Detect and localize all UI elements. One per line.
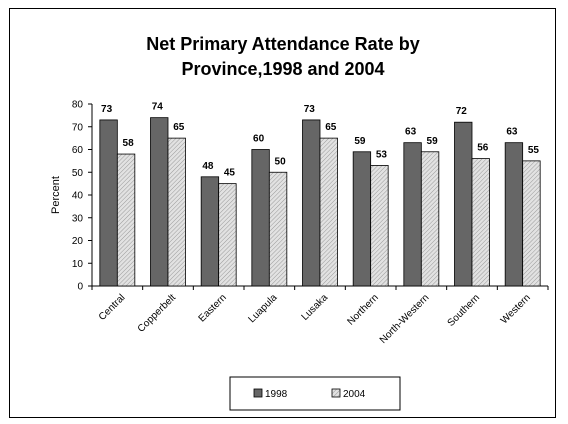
y-tick-label: 30 (72, 213, 84, 224)
category-label-copperbelt: Copperbelt (136, 292, 179, 335)
data-label-2004-southern: 56 (477, 143, 489, 154)
data-label-2004-north-western: 59 (427, 136, 439, 147)
bar-2004-north-western (420, 151, 440, 287)
y-axis-title-group: Percent (50, 176, 62, 214)
category-labels: Central Copperbelt Eastern Luapula Lusaka Nor… (97, 292, 533, 346)
data-label-1998-eastern: 48 (202, 161, 214, 172)
data-label-1998-lusaka: 73 (304, 104, 316, 115)
y-tick-label: 80 (72, 100, 84, 111)
bar-1998-southern (454, 121, 473, 287)
y-tick-label: 50 (72, 168, 84, 179)
bar-2004-lusaka (319, 137, 338, 287)
category-label-lusaka: Lusaka (300, 292, 331, 323)
data-label-2004-copperbelt: 65 (173, 122, 185, 133)
data-label-2004-luapula: 50 (275, 156, 287, 167)
category-label-north-western: North-Western (378, 292, 432, 346)
data-label-2004-western: 55 (528, 145, 540, 156)
data-label-2004-northern: 53 (376, 149, 388, 160)
data-label-1998-western: 63 (506, 127, 518, 138)
bar-1998-lusaka (302, 119, 321, 287)
bar-2004-western (522, 160, 541, 287)
legend-swatch-2004 (331, 388, 341, 398)
legend-label-2004: 2004 (343, 389, 366, 400)
bar-1998-copperbelt (150, 117, 169, 287)
data-label-1998-northern: 59 (354, 136, 366, 147)
bar-1998-eastern (200, 176, 220, 287)
bar-2004-luapula (268, 171, 288, 287)
category-label-western: Western (499, 292, 533, 326)
bar-2004-eastern (218, 183, 237, 287)
bar-1998-western (504, 142, 524, 287)
legend: 1998 2004 (229, 376, 401, 411)
category-label-luapula: Luapula (247, 292, 280, 325)
y-tick-label: 10 (72, 259, 84, 270)
y-tick-label: 0 (77, 282, 83, 293)
bar-1998-luapula (251, 149, 270, 287)
category-label-eastern: Eastern (197, 292, 229, 324)
data-label-2004-central: 58 (123, 138, 135, 149)
category-label-central: Central (97, 292, 128, 323)
y-tick-label: 70 (72, 122, 84, 133)
data-label-1998-central: 73 (101, 104, 113, 115)
chart-title-line-1: Net Primary Attendance Rate by (146, 34, 419, 54)
chart-title: Net Primary Attendance Rate by Province,1… (146, 34, 419, 79)
bar-1998-central (99, 119, 118, 287)
y-tick-label: 40 (72, 191, 84, 202)
category-label-northern: Northern (345, 292, 380, 327)
bar-2004-central (116, 153, 136, 287)
bar-1998-north-western (403, 142, 422, 287)
data-label-2004-lusaka: 65 (325, 122, 337, 133)
data-label-1998-southern: 72 (456, 106, 468, 117)
bars (99, 117, 541, 287)
legend-label-1998: 1998 (265, 389, 288, 400)
category-label-southern: Southern (446, 292, 482, 328)
data-labels: 73 58 74 65 48 45 60 50 73 65 59 53 63 59 72 56 63 55 (101, 102, 539, 179)
bar-2004-northern (370, 165, 389, 287)
bar-2004-southern (471, 158, 490, 287)
y-axis-title: Percent (50, 176, 62, 214)
bar-1998-northern (352, 151, 372, 287)
chart-title-line-2: Province,1998 and 2004 (181, 59, 384, 79)
data-label-1998-copperbelt: 74 (152, 102, 164, 113)
data-label-2004-eastern: 45 (224, 168, 236, 179)
bar-2004-copperbelt (167, 137, 186, 287)
legend-swatch-1998 (253, 388, 263, 398)
data-label-1998-north-western: 63 (405, 127, 417, 138)
y-tick-label: 60 (72, 145, 84, 156)
y-tick-label: 20 (72, 236, 84, 247)
data-label-1998-luapula: 60 (253, 134, 265, 145)
